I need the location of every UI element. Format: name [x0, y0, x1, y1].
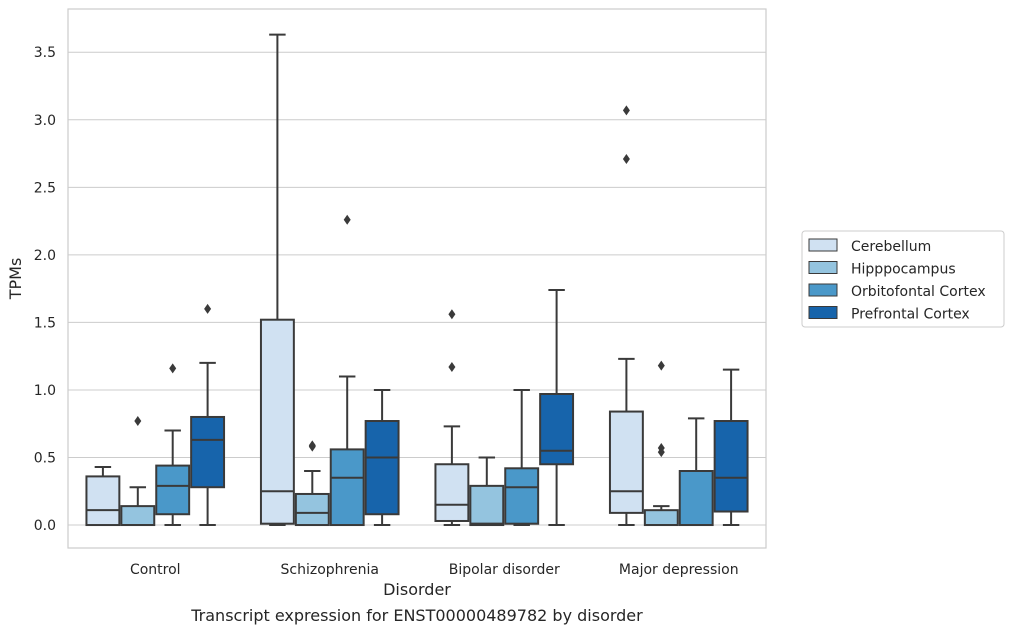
box: [294, 440, 330, 527]
legend-label: Orbitofontal Cortex: [851, 284, 986, 300]
box-body: [713, 420, 749, 513]
outlier-point: [448, 361, 456, 372]
outlier-point: [204, 303, 212, 314]
box: [713, 368, 749, 527]
box-body: [643, 509, 679, 527]
box: [329, 214, 365, 527]
box-body: [190, 415, 226, 489]
y-tick-label: 1.0: [34, 383, 56, 399]
outlier-point: [622, 153, 630, 164]
legend-label: Cerebellum: [851, 239, 931, 255]
x-tick-label: Bipolar disorder: [449, 562, 560, 578]
legend-swatch: [808, 238, 838, 252]
legend-swatch: [808, 261, 838, 274]
y-axis-label: TPMs: [6, 258, 25, 301]
legend-swatch: [808, 306, 838, 319]
legend-label: Prefrontal Cortex: [851, 307, 970, 323]
box-body: [539, 393, 575, 466]
box-body: [469, 484, 505, 527]
y-tick-label: 0.5: [34, 450, 56, 466]
outlier-point: [308, 440, 316, 451]
box-body: [504, 467, 540, 525]
x-axis-label: Disorder: [383, 580, 451, 599]
y-tick-label: 2.0: [34, 248, 56, 264]
x-ticks: Control Schizophrenia Bipolar disorder Majo…: [130, 562, 739, 578]
box-body: [259, 318, 295, 525]
legend-swatch: [808, 283, 838, 297]
box: [608, 105, 644, 527]
outlier-point: [657, 360, 665, 371]
box: [643, 360, 679, 527]
box: [434, 309, 470, 527]
chart-caption: Transcript expression for ENST0000048978…: [191, 606, 643, 625]
chart: 0.0 0.5 1.0 1.5 2.0 2.5 3.0 3.5 Control Schizoph…: [6, 8, 1005, 599]
plot-frame: [67, 8, 767, 549]
box-body: [294, 492, 330, 527]
outlier-point: [343, 214, 351, 225]
box: [469, 456, 505, 527]
outlier-point: [622, 105, 630, 116]
box-body: [678, 470, 714, 527]
box: [539, 288, 575, 527]
boxes: [85, 33, 749, 527]
box-body: [155, 464, 191, 516]
grid: [68, 51, 766, 526]
box-body: [85, 475, 121, 527]
box: [85, 465, 121, 527]
x-tick-label: Control: [130, 562, 181, 578]
box: [155, 363, 191, 527]
box-body: [364, 420, 400, 516]
y-tick-label: 1.5: [34, 315, 56, 331]
legend-frame: [801, 230, 1005, 328]
y-tick-label: 0.0: [34, 518, 56, 534]
box: [259, 33, 295, 527]
outlier-point: [448, 309, 456, 320]
box-body: [608, 410, 644, 514]
box-body: [329, 448, 365, 527]
outlier-point: [169, 363, 177, 374]
box: [190, 303, 226, 527]
y-tick-label: 3.5: [34, 45, 56, 61]
y-tick-label: 2.5: [34, 180, 56, 196]
outlier-point: [657, 443, 665, 454]
box: [678, 417, 714, 527]
box-body: [434, 463, 470, 522]
box: [120, 416, 156, 527]
y-ticks: 0.0 0.5 1.0 1.5 2.0 2.5 3.0 3.5: [34, 45, 56, 534]
legend-label: Hipppocampus: [851, 262, 956, 278]
y-tick-label: 3.0: [34, 113, 56, 129]
legend: Cerebellum Hipppocampus Orbitofontal Corte…: [801, 230, 1005, 328]
box: [364, 388, 400, 527]
box: [504, 388, 540, 527]
x-tick-label: Schizophrenia: [281, 562, 379, 578]
x-tick-label: Major depression: [619, 562, 739, 578]
box-body: [120, 505, 156, 527]
outlier-point: [134, 416, 142, 427]
